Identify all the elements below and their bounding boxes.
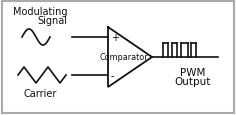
Text: Signal: Signal — [37, 16, 67, 26]
Text: +: + — [111, 33, 119, 43]
Text: -: - — [111, 70, 114, 80]
Text: Comparator: Comparator — [100, 53, 148, 62]
Text: Modulating: Modulating — [13, 7, 67, 17]
FancyBboxPatch shape — [2, 2, 234, 113]
Text: Output: Output — [175, 76, 211, 86]
Text: PWM: PWM — [180, 67, 206, 77]
Text: Carrier: Carrier — [23, 88, 57, 98]
